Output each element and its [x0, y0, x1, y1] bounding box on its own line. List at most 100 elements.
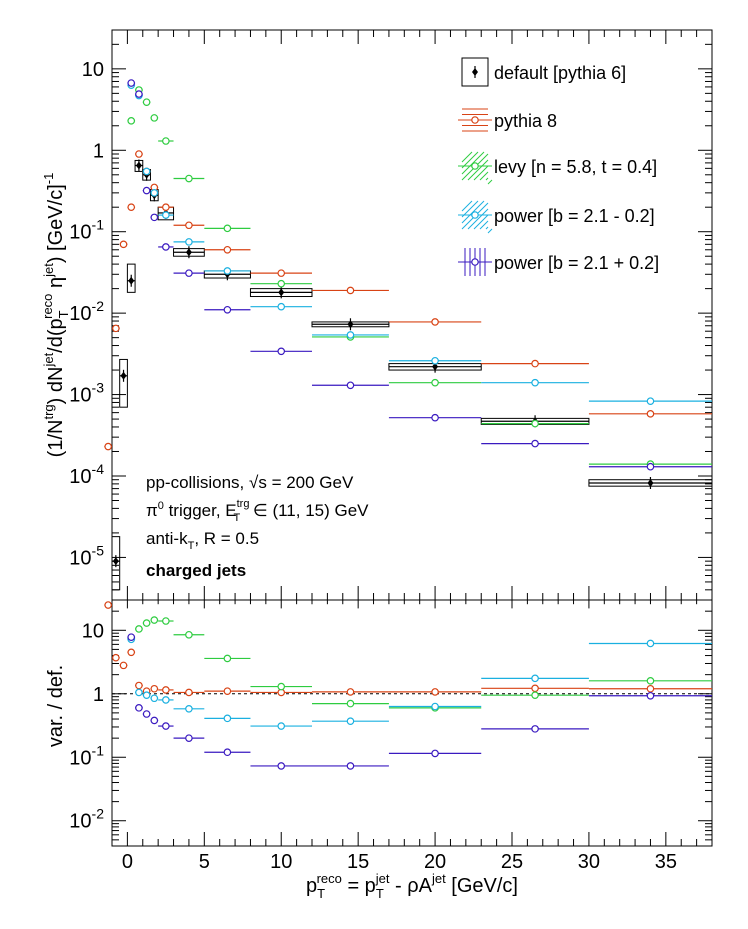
xtick-label: 30: [578, 851, 600, 873]
xlabel: pTreco = pTjet - ρAjet [GeV/c]: [306, 871, 518, 901]
top-data-point: [162, 137, 170, 145]
legend-swatch: [461, 200, 479, 218]
legend-swatch: [479, 220, 489, 230]
ratio-data-point: [127, 648, 136, 657]
ratio-data-point: [162, 696, 170, 704]
legend-marker: [471, 258, 479, 266]
ratio-series-power-b-2-1-0-2: [127, 633, 712, 770]
top-data-point: [119, 240, 128, 249]
ratio-data-point: [277, 762, 286, 770]
ratio-data-point: [223, 748, 232, 757]
top-sys-box: [111, 536, 121, 591]
ratio-data-point: [431, 688, 439, 696]
legend-entry-power-b-2-1-0-2: power [b = 2.1 - 0.2]: [458, 200, 655, 234]
legend-entry-default-pythia-6: default [pythia 6]: [461, 57, 626, 87]
ratio-data-point: [135, 688, 143, 697]
top-sys-box: [126, 263, 136, 293]
ratio-ytick-label: 10-1: [69, 742, 104, 769]
top-ytick-label: 10-1: [69, 217, 104, 244]
top-data-point: [646, 462, 655, 471]
ratio-data-point: [142, 710, 151, 718]
ratio-frame: [111, 599, 713, 847]
legend-swatch: [473, 214, 489, 230]
ratio-data-point: [185, 630, 193, 639]
xtick-label: 35: [655, 851, 677, 873]
top-data-point: [277, 269, 286, 277]
legend-swatch: [487, 228, 493, 234]
top-ylabel: (1/Ntrg) dNjet/d(pTreco ηjet) [GeV/c]-1: [40, 173, 71, 458]
ratio-ytick-label: 10: [82, 620, 104, 642]
annotation-block: pp-collisions, √s = 200 GeV π0 trigger, E…: [146, 473, 369, 580]
top-ytick-label: 10-4: [69, 461, 104, 488]
ratio-data-point: [142, 691, 151, 699]
ratio-data-point: [531, 725, 539, 733]
ratio-data-point: [531, 691, 539, 699]
legend-marker: [471, 211, 479, 219]
ratio-data-point: [112, 653, 120, 662]
top-data-point: [142, 98, 151, 106]
ratio-data-point: [162, 686, 170, 694]
legend-swatch: [487, 179, 493, 185]
top-data-point: [346, 286, 355, 295]
top-data-point: [278, 288, 285, 297]
top-data-point: [431, 378, 439, 387]
ratio-data-point: [142, 619, 151, 627]
top-data-point: [531, 359, 539, 368]
top-data-point: [142, 186, 151, 195]
ratio-data-point: [346, 699, 355, 708]
ratio-data-point: [431, 749, 439, 758]
ratio-data-point: [135, 681, 143, 690]
top-ytick-label: 10-2: [69, 298, 104, 325]
annotation-collisions: pp-collisions, √s = 200 GeV: [146, 473, 354, 492]
legend-entry-levy-n-5-8-t-0-4: levy [n = 5.8, t = 0.4]: [458, 151, 657, 185]
annotation-trigger: π0 trigger, Etrg T ∈ (11, 15) GeV: [146, 498, 369, 524]
xtick-label: 5: [199, 851, 210, 873]
top-data-point: [531, 439, 539, 448]
top-data-point: [127, 79, 136, 87]
ratio-data-point: [346, 762, 355, 770]
ratio-series-pythia-8: [104, 601, 712, 697]
legend-label: pythia 8: [494, 111, 557, 131]
legend-entry-pythia-8: pythia 8: [458, 108, 557, 132]
xtick-label: 25: [501, 851, 523, 873]
top-data-point: [185, 238, 193, 246]
top-data-point: [646, 410, 655, 418]
top-data-point: [150, 213, 159, 222]
top-sys-box: [119, 358, 128, 408]
top-data-point: [432, 362, 439, 371]
legend-entry-power-b-2-1-0-2: power [b = 2.1 + 0.2]: [458, 248, 659, 276]
ratio-data-point: [150, 694, 159, 703]
ratio-data-point: [646, 684, 655, 693]
top-data-point: [162, 211, 170, 219]
top-series-levy-n-5-8-t-0-4: [127, 86, 712, 468]
top-data-point: [162, 203, 170, 211]
legend-swatch: [467, 208, 489, 230]
ratio-data-point: [150, 684, 159, 693]
top-data-point: [120, 371, 127, 380]
ratio-data-point: [646, 691, 655, 700]
ratio-data-point: [150, 716, 159, 725]
ratio-data-point: [277, 722, 286, 730]
ratio-data-point: [162, 722, 170, 730]
legend-swatch: [473, 165, 489, 181]
ratio-ytick-label: 10-2: [69, 806, 104, 833]
legend-marker: [472, 68, 478, 76]
top-data-point: [185, 174, 193, 183]
top-data-point: [162, 243, 170, 251]
top-data-point: [185, 221, 193, 230]
ratio-data-point: [150, 616, 159, 624]
ratio-ylabel: var. / def.: [45, 665, 67, 747]
top-data-point: [223, 305, 232, 314]
top-ytick-label: 10-5: [69, 542, 104, 569]
ratio-data-point: [346, 717, 355, 725]
top-series-power-b-2-1-0-2: [127, 79, 712, 471]
ratio-data-point: [185, 704, 193, 713]
top-data-point: [135, 150, 143, 158]
legend-swatch: [467, 159, 489, 181]
xtick-label: 10: [270, 851, 292, 873]
ratio-data-point: [346, 688, 355, 696]
ratio-panel: 10-2 10-1 1 10 0 5 10 15 20 25 30 35: [69, 599, 713, 873]
ratio-data-point: [277, 682, 286, 691]
